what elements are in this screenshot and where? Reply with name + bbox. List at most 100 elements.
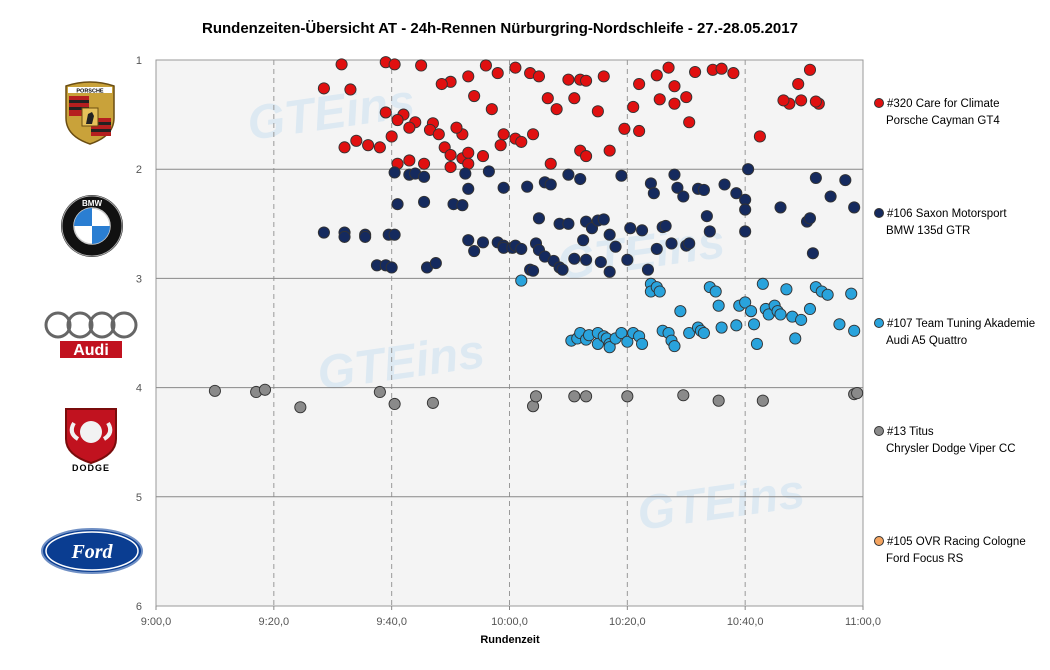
x-tick-label: 10:00,0 bbox=[491, 616, 528, 628]
data-point bbox=[574, 172, 587, 186]
data-point bbox=[653, 285, 666, 298]
data-point bbox=[544, 157, 557, 170]
data-point bbox=[444, 160, 457, 174]
data-point bbox=[824, 190, 837, 203]
data-point bbox=[665, 237, 678, 250]
data-point bbox=[851, 387, 864, 400]
legend-marker bbox=[874, 426, 884, 436]
legend-marker bbox=[874, 208, 884, 218]
data-point bbox=[580, 253, 593, 266]
data-point bbox=[391, 198, 404, 211]
data-point bbox=[426, 396, 439, 409]
logo-text: Ford bbox=[70, 541, 113, 563]
data-point bbox=[479, 59, 492, 72]
data-point bbox=[636, 224, 649, 237]
data-point bbox=[668, 80, 681, 93]
x-tick-label: 10:40,0 bbox=[727, 616, 764, 628]
data-point bbox=[494, 139, 507, 152]
legend-entry-audi: #107 Team Tuning Akademie Audi A5 Quattr… bbox=[874, 316, 1035, 350]
data-point bbox=[532, 70, 546, 83]
data-point bbox=[603, 341, 616, 354]
legend-entry-porsche: #320 Care for Climate Porsche Cayman GT4 bbox=[874, 96, 1000, 130]
data-point bbox=[568, 92, 581, 105]
legend-label: #107 Team Tuning Akademie bbox=[887, 318, 1036, 330]
y-tick-label: 2 bbox=[136, 164, 142, 176]
data-point bbox=[317, 82, 330, 95]
data-point bbox=[668, 97, 681, 110]
data-point bbox=[674, 305, 687, 318]
data-point bbox=[482, 165, 495, 178]
data-point bbox=[391, 114, 404, 127]
data-point bbox=[845, 287, 858, 300]
data-point bbox=[459, 167, 472, 180]
data-point bbox=[418, 157, 431, 170]
data-point bbox=[373, 385, 386, 399]
data-point bbox=[556, 263, 569, 276]
data-point bbox=[809, 95, 822, 108]
data-point bbox=[450, 121, 463, 134]
data-point bbox=[730, 187, 743, 200]
data-point bbox=[580, 390, 593, 403]
data-point bbox=[476, 150, 490, 163]
data-point bbox=[633, 77, 646, 91]
y-tick-label: 4 bbox=[136, 383, 142, 395]
data-point bbox=[795, 313, 808, 326]
data-point bbox=[747, 318, 761, 331]
data-point bbox=[568, 252, 581, 265]
data-point bbox=[418, 195, 431, 209]
data-point bbox=[809, 171, 822, 184]
x-axis-label: Rundenzeit bbox=[480, 634, 540, 646]
legend-label: #13 Titus bbox=[887, 426, 934, 438]
data-point bbox=[385, 261, 398, 274]
data-point bbox=[774, 201, 787, 214]
data-point bbox=[727, 67, 740, 80]
data-point bbox=[803, 63, 817, 76]
data-point bbox=[650, 69, 663, 82]
data-point bbox=[615, 169, 628, 182]
legend-marker bbox=[874, 98, 884, 108]
data-point bbox=[403, 121, 416, 134]
data-point bbox=[627, 100, 640, 114]
data-point bbox=[362, 139, 375, 152]
data-point bbox=[659, 219, 672, 233]
data-point bbox=[597, 70, 610, 83]
data-point bbox=[803, 302, 817, 316]
data-point bbox=[388, 228, 401, 241]
data-point bbox=[338, 230, 351, 243]
data-point bbox=[515, 135, 528, 148]
dodge-logo: DODGE bbox=[56, 405, 126, 473]
data-point bbox=[683, 237, 696, 250]
data-point bbox=[715, 62, 728, 75]
data-point bbox=[750, 337, 764, 350]
data-point bbox=[388, 166, 401, 179]
data-point bbox=[609, 240, 622, 253]
logo-text: DODGE bbox=[72, 463, 110, 473]
data-point bbox=[527, 264, 540, 277]
data-point bbox=[429, 257, 442, 270]
data-point bbox=[491, 67, 504, 80]
data-point bbox=[550, 103, 563, 116]
data-point bbox=[462, 182, 475, 195]
data-point bbox=[621, 253, 634, 266]
data-point bbox=[403, 154, 416, 167]
data-point bbox=[739, 296, 752, 309]
bmw-logo: BMW bbox=[60, 194, 124, 258]
data-points bbox=[208, 56, 864, 414]
data-point bbox=[350, 134, 363, 147]
porsche-logo: PORSCHE bbox=[62, 80, 118, 146]
data-point bbox=[359, 230, 372, 243]
data-point bbox=[541, 92, 554, 105]
data-point bbox=[677, 190, 690, 203]
y-tick-label: 6 bbox=[136, 601, 142, 613]
data-point bbox=[509, 61, 522, 74]
data-point bbox=[294, 401, 307, 414]
data-point bbox=[456, 199, 469, 212]
data-point bbox=[317, 226, 330, 239]
data-point bbox=[683, 116, 696, 129]
logo-text: PORSCHE bbox=[76, 89, 104, 95]
data-point bbox=[497, 128, 510, 141]
legend-entry-dodge: #13 Titus Chrysler Dodge Viper CC bbox=[874, 424, 1016, 458]
legend-label: #106 Saxon Motorsport bbox=[887, 208, 1007, 220]
data-point bbox=[653, 93, 666, 106]
data-point bbox=[718, 178, 731, 191]
